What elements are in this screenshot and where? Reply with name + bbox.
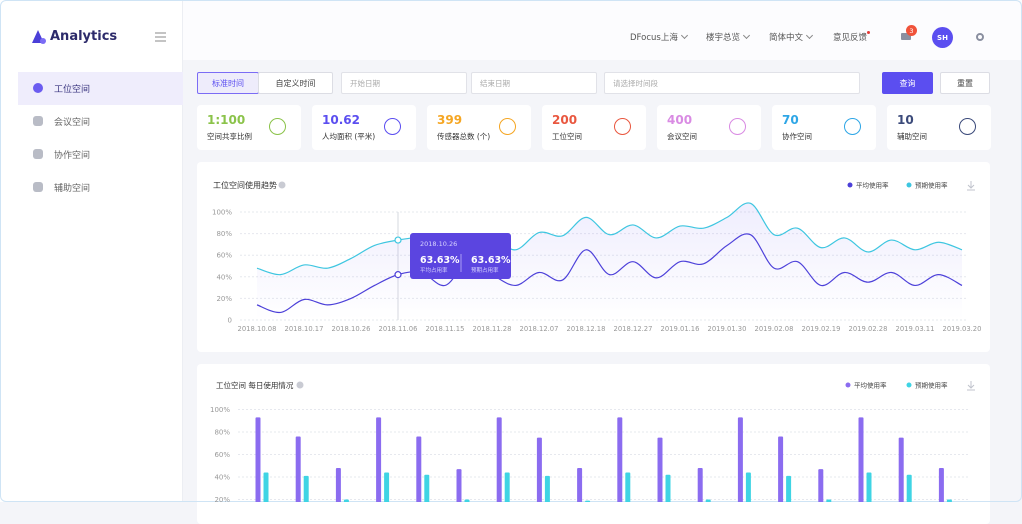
stat-label: 会议空间 <box>667 132 697 141</box>
trend-card <box>197 162 990 352</box>
stat-value: 10.62 <box>322 113 360 127</box>
stat-card: 400 会议空间 <box>657 105 761 150</box>
feedback-dot <box>867 31 870 34</box>
menu-icon <box>33 182 43 192</box>
menu-label: 会议空间 <box>54 118 91 128</box>
menu-item[interactable]: 工位空间 <box>18 72 183 105</box>
menu-item[interactable]: 辅助空间 <box>18 171 183 204</box>
stat-label: 空间共享比例 <box>207 132 252 141</box>
logo-icon <box>32 30 46 44</box>
stat-icon <box>269 118 286 135</box>
start-date-input[interactable]: 开始日期 <box>341 72 467 94</box>
query-button[interactable]: 查询 <box>882 72 933 94</box>
menu-icon <box>33 149 43 159</box>
settings-icon[interactable] <box>976 33 984 41</box>
topbar-item[interactable]: 楼宇总览 <box>706 31 749 43</box>
menu-item[interactable]: 协作空间 <box>18 138 183 171</box>
stat-icon <box>384 118 401 135</box>
menu-icon <box>33 83 43 93</box>
topbar-item[interactable]: DFocus上海 <box>630 31 687 43</box>
stat-card: 1:100 空间共享比例 <box>197 105 301 150</box>
tab-active[interactable]: 标准时间 <box>197 72 259 94</box>
mail-badge: 3 <box>906 25 917 36</box>
end-date-input[interactable]: 结束日期 <box>471 72 597 94</box>
topbar-item[interactable]: 意见反馈 <box>833 33 868 43</box>
stat-card: 200 工位空间 <box>542 105 646 150</box>
stat-label: 辅助空间 <box>897 132 927 141</box>
menu-label: 工位空间 <box>54 85 91 95</box>
period-select[interactable]: 请选择时间段 <box>604 72 860 94</box>
stat-value: 10 <box>897 113 914 127</box>
stat-card: 399 传感器总数 (个) <box>427 105 531 150</box>
stat-icon <box>499 118 516 135</box>
stat-label: 协作空间 <box>782 132 812 141</box>
stat-icon <box>729 118 746 135</box>
stat-value: 400 <box>667 113 693 127</box>
stat-card: 10 辅助空间 <box>887 105 991 150</box>
collapse-icon[interactable] <box>155 32 167 42</box>
menu-label: 协作空间 <box>54 151 91 161</box>
menu-label: 辅助空间 <box>54 184 91 194</box>
stat-card: 70 协作空间 <box>772 105 876 150</box>
stat-value: 399 <box>437 113 463 127</box>
menu-item[interactable]: 会议空间 <box>18 105 183 138</box>
topbar-item[interactable]: 简体中文 <box>769 31 812 43</box>
topbar <box>183 0 1022 60</box>
stat-value: 200 <box>552 113 578 127</box>
stat-label: 传感器总数 (个) <box>437 132 491 141</box>
stat-card: 10.62 人均面积 (平米) <box>312 105 416 150</box>
sidebar: Analytics 工位空间会议空间协作空间辅助空间 <box>0 0 183 502</box>
stat-label: 工位空间 <box>552 132 582 141</box>
reset-button[interactable]: 重置 <box>940 72 990 94</box>
logo-text: Analytics <box>50 29 118 44</box>
stat-label: 人均面积 (平米) <box>322 132 376 141</box>
mail-icon[interactable] <box>901 33 911 40</box>
stat-icon <box>844 118 861 135</box>
stat-icon <box>959 118 976 135</box>
avatar[interactable]: SH <box>932 27 953 48</box>
stat-value: 70 <box>782 113 799 127</box>
daily-card <box>197 364 990 524</box>
tab[interactable]: 自定义时间 <box>258 72 333 94</box>
stat-value: 1:100 <box>207 113 246 127</box>
menu-icon <box>33 116 43 126</box>
stat-icon <box>614 118 631 135</box>
